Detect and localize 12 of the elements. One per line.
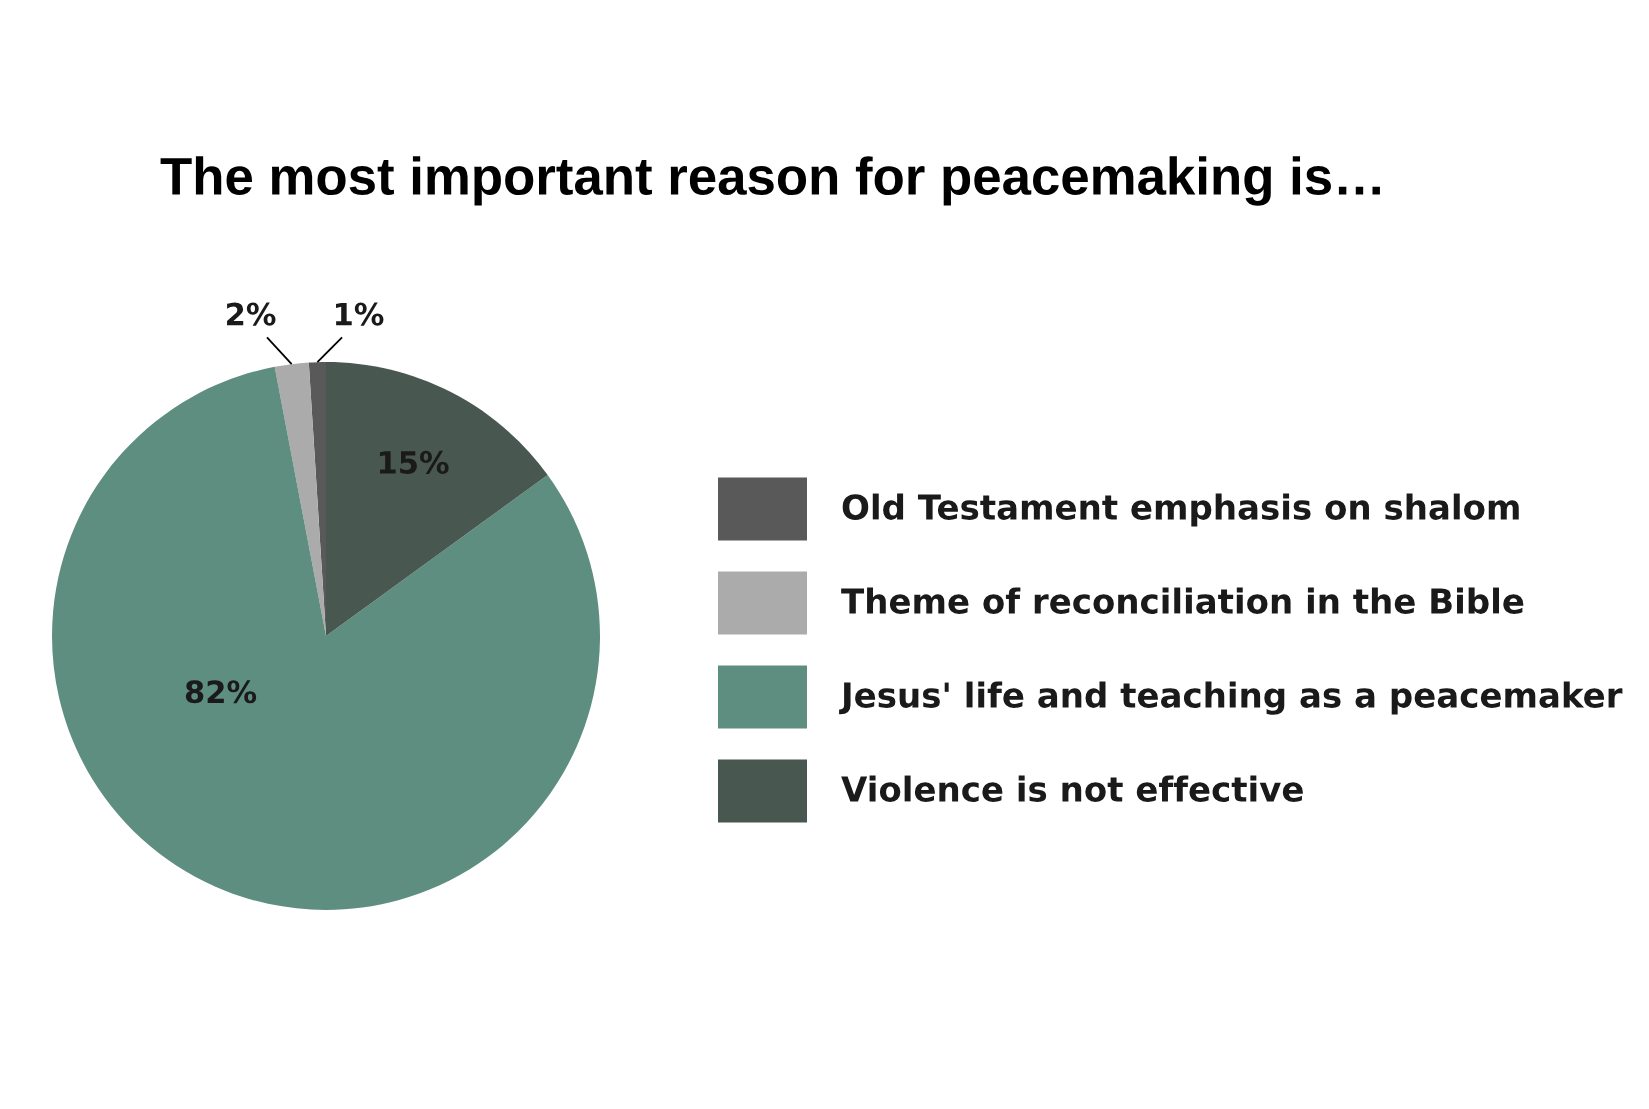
pie-slice [274, 362, 326, 636]
pie-slice [326, 362, 548, 636]
legend-label: Old Testament emphasis on shalom [842, 493, 1519, 527]
data-label: 2% [227, 302, 276, 326]
data-label: 82% [185, 680, 257, 704]
legend-label: Theme of reconciliation in the Bible [841, 587, 1524, 614]
legend-label: Violence is not effective [841, 775, 1303, 802]
data-label: 1% [336, 302, 384, 326]
legend-label: Jesus' life and teaching as a peacemaker [839, 681, 1623, 715]
pie-slice [52, 366, 600, 910]
chart-title: The most important reason for peacemaking is… [160, 156, 1380, 206]
data-label: 15% [379, 450, 449, 474]
